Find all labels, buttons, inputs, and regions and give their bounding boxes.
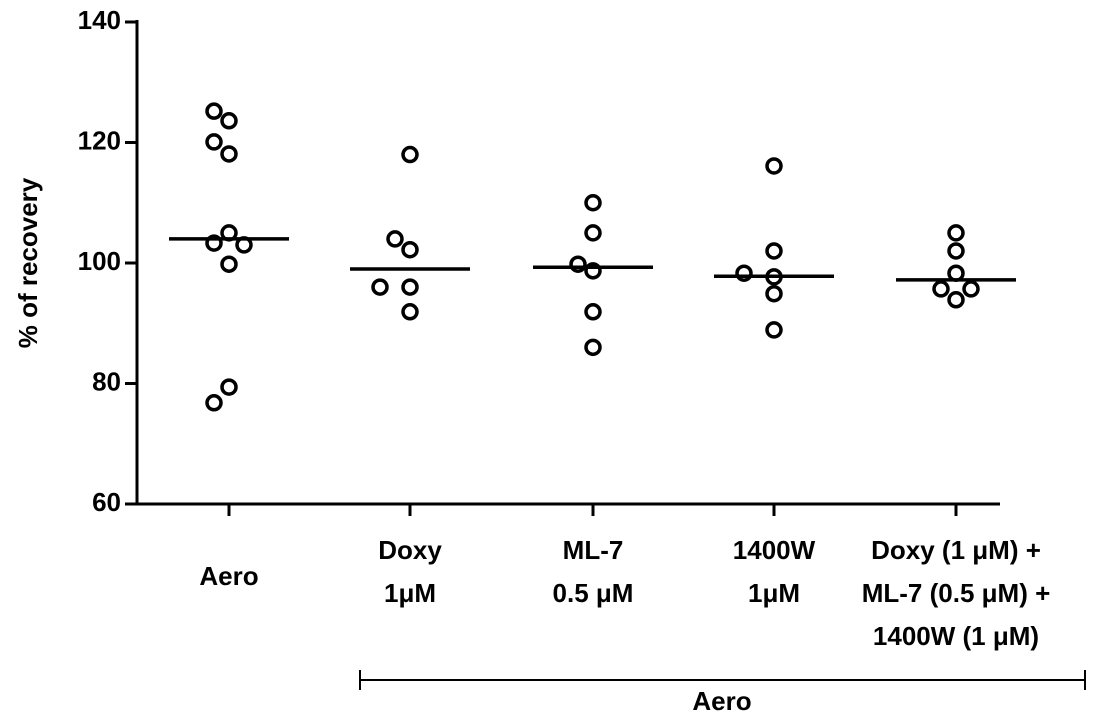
- data-point: [947, 242, 965, 260]
- data-point: [947, 291, 965, 309]
- data-point: [205, 394, 223, 412]
- data-point: [962, 280, 980, 298]
- data-point: [735, 264, 753, 282]
- x-tick-label: 1400W (1 μM): [873, 621, 1039, 651]
- data-point: [584, 338, 602, 357]
- data-point: [371, 278, 389, 296]
- data-point: [205, 133, 223, 151]
- data-point: [220, 145, 238, 163]
- data-point: [569, 255, 587, 273]
- data-point: [205, 234, 223, 252]
- x-tick-label: Aero: [199, 561, 258, 591]
- data-point: [584, 224, 602, 242]
- y-axis-label: % of recovery: [13, 177, 43, 348]
- bracket-label: Aero: [692, 686, 751, 716]
- data-point: [584, 303, 602, 321]
- data-point: [932, 280, 950, 298]
- y-tick-label: 80: [92, 366, 121, 396]
- data-point: [584, 262, 602, 280]
- x-tick-label: ML-7: [563, 535, 624, 565]
- data-point: [220, 378, 238, 396]
- x-tick-label: Doxy (1 μM) +: [871, 535, 1041, 565]
- data-point: [205, 102, 223, 120]
- data-point: [220, 112, 238, 130]
- x-tick-label: 1μM: [748, 578, 800, 608]
- data-point: [947, 224, 965, 242]
- data-point: [765, 321, 783, 339]
- data-point: [401, 240, 419, 259]
- x-tick-label: Doxy: [378, 535, 442, 565]
- x-tick-label: ML-7 (0.5 μM) +: [862, 578, 1051, 608]
- data-point: [401, 278, 419, 296]
- y-tick-label: 140: [78, 5, 121, 35]
- y-tick-label: 120: [78, 125, 121, 155]
- data-point: [765, 284, 783, 303]
- y-tick-label: 100: [78, 246, 121, 276]
- x-tick-label: 1μM: [384, 578, 436, 608]
- data-point: [765, 157, 783, 175]
- data-point: [401, 145, 419, 164]
- x-tick-label: 1400W: [733, 535, 816, 565]
- data-point: [386, 230, 404, 248]
- y-tick-label: 60: [92, 487, 121, 517]
- data-point: [765, 242, 783, 260]
- x-tick-label: 0.5 μM: [553, 578, 634, 608]
- data-point: [584, 194, 602, 212]
- data-point: [401, 303, 419, 321]
- data-point: [220, 255, 238, 273]
